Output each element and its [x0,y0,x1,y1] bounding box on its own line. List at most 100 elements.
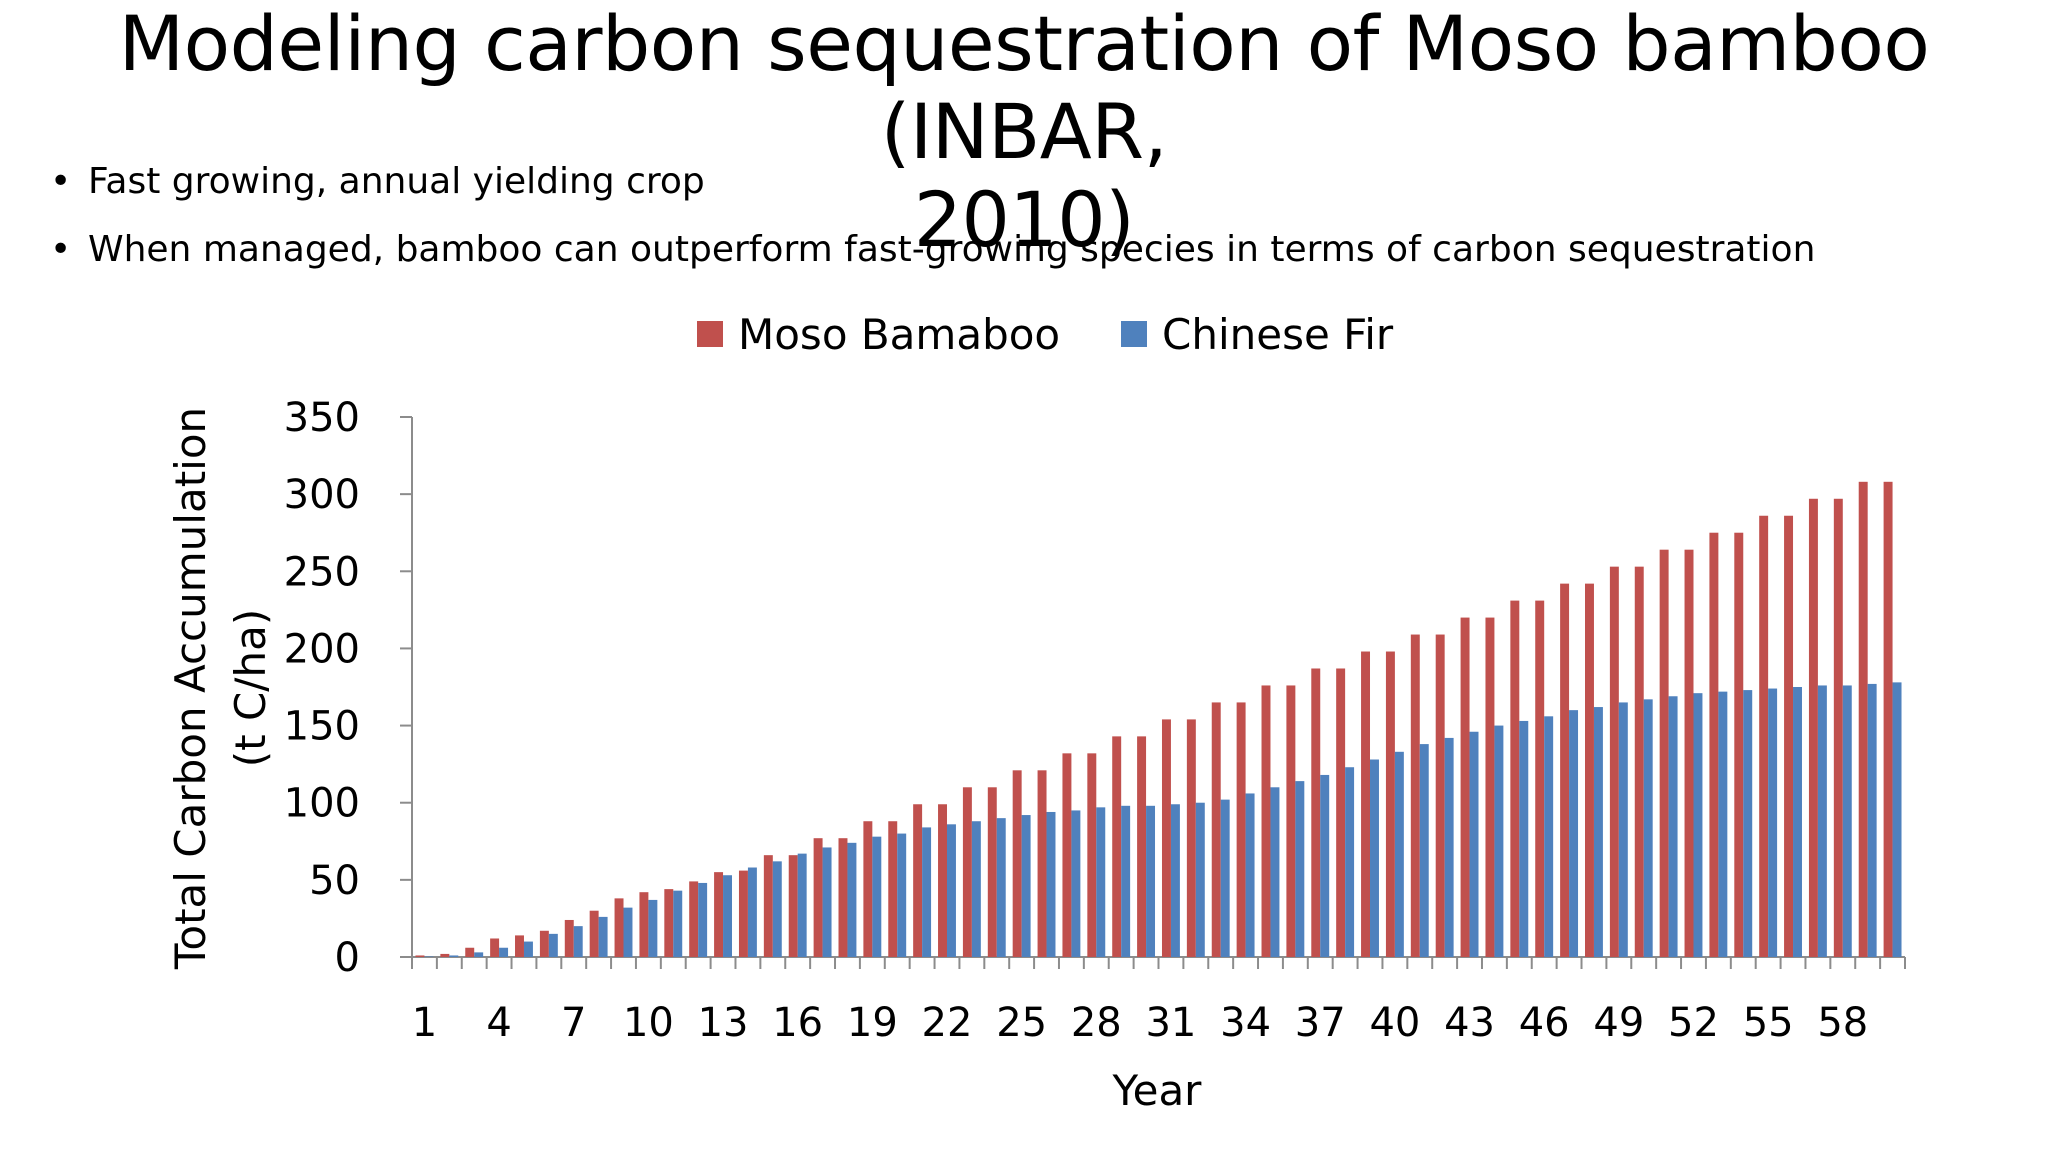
bar-moso-bamboo [1361,651,1371,957]
bar-moso-bamboo [689,881,699,957]
bar-chinese-fir [797,853,807,957]
bar-chinese-fir [1519,720,1529,957]
bar-moso-bamboo [763,855,773,957]
bar-chinese-fir [648,899,658,957]
x-tick-label: 1 [412,1000,437,1046]
legend-swatch-chinese-fir [1121,321,1147,347]
bar-moso-bamboo [1161,719,1171,957]
bar-moso-bamboo [1784,515,1794,957]
bar-chinese-fir [1419,744,1429,957]
bar-moso-bamboo [539,930,549,957]
x-tick-label: 25 [996,1000,1047,1046]
bar-moso-bamboo [1336,668,1346,957]
bar-chinese-fir [1892,682,1902,957]
x-tick-label: 22 [922,1000,973,1046]
bullet-list: • Fast growing, annual yielding crop • W… [50,160,1815,296]
bullet-text: Fast growing, annual yielding crop [88,161,705,202]
legend-swatch-moso-bamboo [697,321,723,347]
bar-chinese-fir [1718,691,1728,957]
bar-chinese-fir [971,821,981,957]
x-tick-label: 31 [1145,1000,1196,1046]
legend-label-moso-bamboo: Moso Bamaboo [738,310,1060,359]
bullet-text: When managed, bamboo can outperform fast… [88,229,1816,270]
chart-axes: 0 50 100 150 200 250 300 350 1 4 7 10 13 16 19 22 25 28 31… [284,395,1906,1046]
bar-moso-bamboo [1211,702,1221,957]
bar-moso-bamboo [589,910,599,957]
y-tick-label: 250 [284,549,360,595]
bar-moso-bamboo [614,898,624,957]
bar-chinese-fir [1245,793,1255,957]
bar-chinese-fir [1618,702,1628,957]
bar-chinese-fir [822,847,832,957]
bar-chinese-fir [1593,707,1603,957]
y-tick-label: 300 [284,472,360,518]
bar-moso-bamboo [1709,532,1719,957]
bullet-dot: • [50,161,72,202]
bar-chinese-fir [573,926,583,957]
bar-chinese-fir [1220,799,1230,957]
x-axis-title: Year [1112,1066,1203,1115]
bar-chinese-fir [1071,810,1081,957]
bar-chinese-fir [772,861,782,957]
bar-moso-bamboo [813,838,823,957]
bar-moso-bamboo [1858,481,1868,957]
bar-moso-bamboo [714,872,724,957]
bar-moso-bamboo [1087,753,1097,957]
x-tick-label: 28 [1071,1000,1122,1046]
bar-moso-bamboo [1137,736,1147,957]
bar-moso-bamboo [639,892,649,957]
x-tick-label: 37 [1295,1000,1346,1046]
x-tick-label: 58 [1817,1000,1868,1046]
bar-chinese-fir [1370,759,1379,957]
bar-moso-bamboo [1634,566,1644,957]
bar-chinese-fir [698,882,708,957]
bar-chinese-fir [499,947,509,957]
bar-chinese-fir [1444,737,1454,957]
bar-chinese-fir [1793,687,1802,957]
bar-moso-bamboo [1659,549,1669,957]
bullet-item: • Fast growing, annual yielding crop [50,160,1815,204]
bar-chinese-fir [1170,804,1180,957]
bar-chinese-fir [897,833,907,957]
bar-chinese-fir [1096,807,1106,957]
bar-moso-bamboo [1833,498,1843,957]
y-tick-label: 50 [309,858,360,904]
bar-moso-bamboo [1435,634,1445,957]
x-tick-label: 43 [1444,1000,1495,1046]
bar-chinese-fir [1469,731,1479,957]
bar-moso-bamboo [1062,753,1072,957]
bar-moso-bamboo [1311,668,1321,957]
bar-moso-bamboo [838,838,848,957]
bar-moso-bamboo [788,855,798,957]
bar-chinese-fir [847,842,857,957]
bar-chinese-fir [449,955,459,957]
x-tick-label: 4 [486,1000,511,1046]
bar-chinese-fir [1021,815,1031,957]
chart-legend: Moso Bamaboo Chinese Fir [697,310,1394,359]
bar-moso-bamboo [1609,566,1619,957]
bar-chinese-fir [1867,683,1877,957]
bar-chinese-fir [723,875,732,957]
bar-chinese-fir [1668,696,1678,957]
bar-chinese-fir [1146,805,1156,957]
y-tick-label: 350 [284,395,360,441]
y-tick-label: 100 [284,781,360,827]
bar-moso-bamboo [1734,532,1744,957]
bar-moso-bamboo [863,821,873,957]
bar-moso-bamboo [1012,770,1022,957]
bar-chinese-fir [1643,699,1653,957]
x-tick-label: 40 [1369,1000,1420,1046]
bar-chinese-fir [1121,805,1131,957]
y-axis-title: Total Carbon Accumulation (t C/ha) [166,407,275,970]
bar-moso-bamboo [564,919,574,957]
bar-moso-bamboo [1410,634,1420,957]
bar-moso-bamboo [1261,685,1271,957]
y-axis-title-line-2: (t C/ha) [226,609,275,767]
bar-chinese-fir [1817,685,1827,957]
bar-moso-bamboo [1286,685,1296,957]
bar-moso-bamboo [465,947,475,957]
bar-chinese-fir [474,952,484,957]
bullet-dot: • [50,229,72,270]
bar-moso-bamboo [490,938,500,957]
